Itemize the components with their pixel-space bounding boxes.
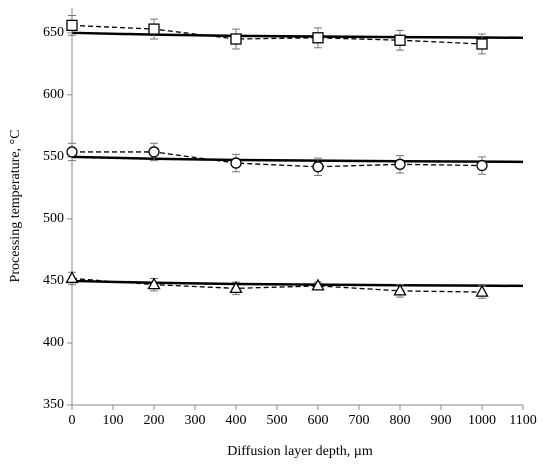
x-tick-label: 900 (431, 413, 452, 428)
marker (476, 38, 488, 50)
marker (66, 19, 78, 32)
x-tick-label: 1000 (468, 413, 496, 428)
trend-line (71, 277, 483, 293)
marker (148, 146, 160, 158)
marker (476, 159, 488, 172)
x-tick-label: 700 (349, 413, 370, 428)
marker (230, 33, 242, 45)
x-tick-label: 600 (308, 413, 329, 428)
marker (311, 278, 325, 291)
marker (394, 34, 406, 46)
marker (148, 23, 160, 35)
y-tick-label: 650 (43, 25, 64, 40)
trend-line (72, 151, 483, 168)
x-tick-label: 500 (267, 413, 288, 428)
x-tick-label: 800 (390, 413, 411, 428)
x-tick-label: 0 (69, 413, 76, 428)
marker (475, 284, 489, 297)
marker (394, 158, 406, 170)
x-tick-label: 300 (185, 413, 206, 428)
marker (66, 146, 78, 158)
marker (229, 281, 243, 294)
y-tick-label: 600 (43, 87, 64, 102)
x-axis-label: Diffusion layer depth, µm (227, 444, 373, 459)
x-tick-label: 100 (103, 413, 124, 428)
y-axis-label: Processing temperature, °C (8, 130, 23, 283)
fit-line (71, 31, 524, 40)
y-tick-label: 400 (43, 335, 64, 350)
fit-line (71, 155, 524, 164)
marker (147, 277, 161, 290)
y-tick-label: 450 (43, 273, 64, 288)
marker (312, 32, 324, 44)
y-tick-label: 500 (43, 211, 64, 226)
y-tick-label: 550 (43, 149, 64, 164)
marker (230, 157, 242, 169)
x-tick-label: 400 (226, 413, 247, 428)
marker (312, 161, 324, 173)
y-tick-label: 350 (43, 397, 64, 412)
x-tick-label: 1100 (509, 413, 536, 428)
marker (65, 271, 79, 284)
x-tick-label: 200 (144, 413, 165, 428)
marker (393, 283, 407, 296)
trend-line (71, 24, 483, 45)
